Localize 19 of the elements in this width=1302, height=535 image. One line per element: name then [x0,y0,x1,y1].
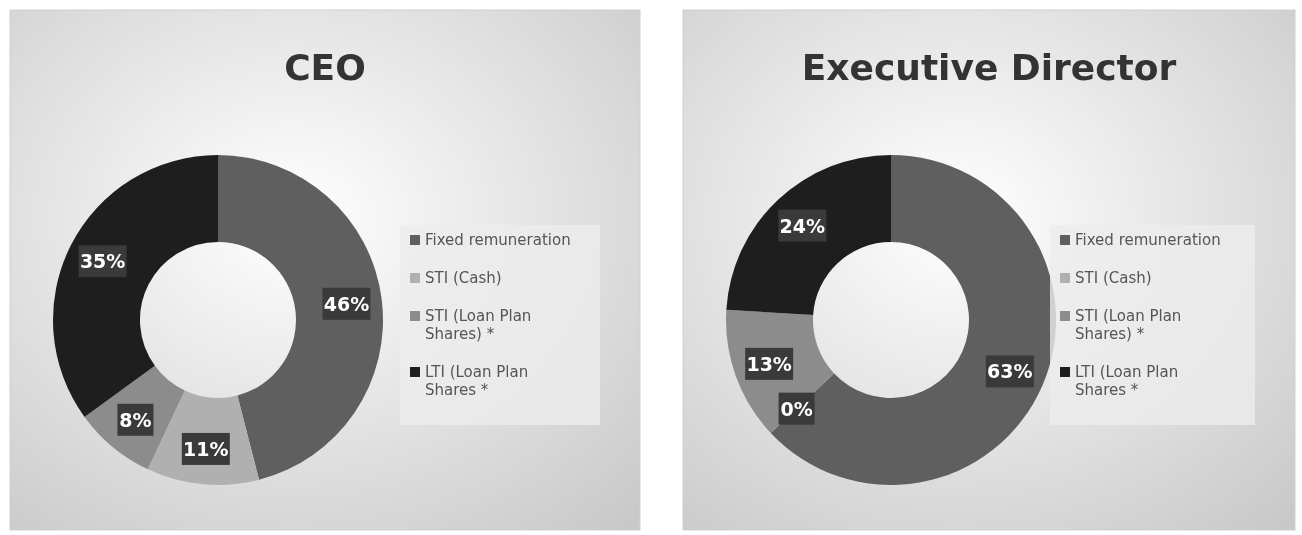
legend-label: LTI (Loan Plan Shares * [425,363,529,399]
legend-label: Fixed remuneration [425,231,571,249]
data-label: 63% [987,360,1033,383]
legend-label: LTI (Loan Plan Shares * [1075,363,1179,399]
data-label: 35% [79,250,126,273]
data-label: 8% [119,408,152,431]
legend-label: Fixed remuneration [1075,231,1221,249]
legend-label: STI (Loan Plan Shares) * [425,307,532,343]
legend-label: STI (Cash) [1075,269,1152,287]
data-label: 24% [779,214,826,237]
text: 0% [780,397,813,420]
chart-title: CEO [284,47,366,88]
data-label: 11% [183,437,229,460]
chart-title: Executive Director [801,47,1177,88]
legend-label: STI (Loan Plan Shares) * [1075,307,1182,343]
donut-slice [726,155,891,316]
legend-label: STI (Cash) [425,269,502,287]
data-label: 13% [746,352,792,375]
data-label: 46% [323,292,370,315]
